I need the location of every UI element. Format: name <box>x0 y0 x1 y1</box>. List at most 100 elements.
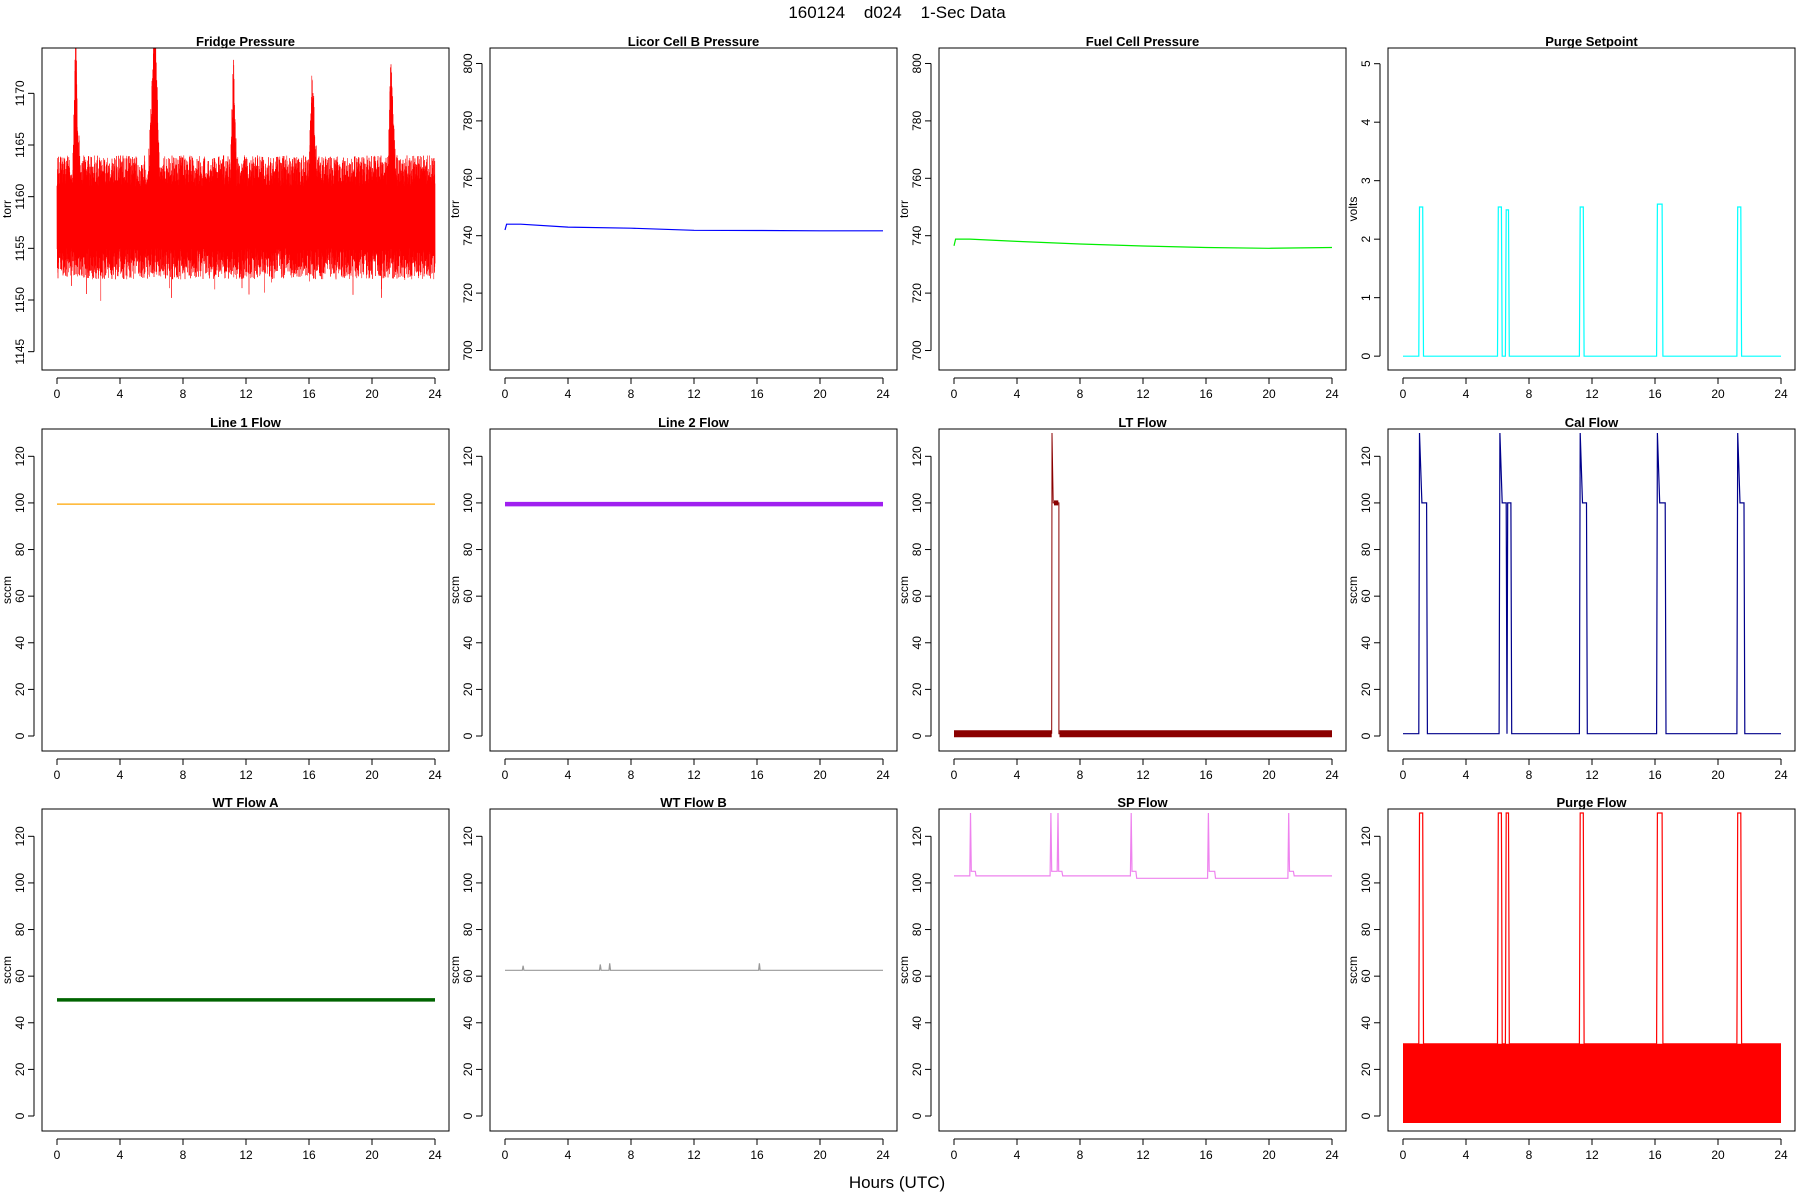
y-tick-label: 740 <box>461 225 475 245</box>
y-tick-label: 60 <box>1359 589 1373 603</box>
data-band <box>1403 1043 1781 1123</box>
x-tick-label: 8 <box>180 387 187 401</box>
data-series-1 <box>504 223 883 232</box>
plot-frame <box>41 47 450 371</box>
y-tick-label: 20 <box>1359 682 1373 696</box>
panel-12: Purge Flow 0 4 8 12 16 20 24 0 20 40 60 80 100 120 sccm <box>1346 795 1796 1162</box>
y-tick-label: 20 <box>461 682 475 696</box>
y-axis-label: sccm <box>897 956 911 984</box>
y-axis: 0 20 40 60 80 100 120 sccm <box>897 826 932 1119</box>
panel-9: WT Flow A 0 4 8 12 16 20 24 0 20 40 60 80 100 120 sccm <box>0 795 450 1162</box>
y-tick-label: 0 <box>13 732 27 739</box>
y-tick-label: 0 <box>461 732 475 739</box>
y-tick-label: 60 <box>1359 969 1373 983</box>
x-tick-label: 20 <box>1262 768 1276 782</box>
plot-frame <box>938 428 1347 752</box>
y-axis-label: sccm <box>0 576 14 604</box>
y-tick-label: 1170 <box>13 80 27 106</box>
x-tick-label: 12 <box>1136 768 1150 782</box>
x-tick-label: 4 <box>117 1148 124 1162</box>
y-tick-label: 120 <box>461 826 475 846</box>
panel-8: Cal Flow 0 4 8 12 16 20 24 0 20 40 60 80 100 120 sccm <box>1346 415 1796 782</box>
y-tick-label: 3 <box>1359 177 1373 184</box>
y-tick-label: 60 <box>461 589 475 603</box>
y-tick-label: 100 <box>1359 493 1373 513</box>
x-tick-label: 24 <box>428 387 442 401</box>
plot-frame <box>1387 47 1796 371</box>
panel-title: WT Flow B <box>660 795 726 810</box>
plot-area <box>1403 812 1781 1123</box>
x-tick-label: 0 <box>502 387 509 401</box>
x-tick-label: 16 <box>1648 1148 1662 1162</box>
y-tick-label: 80 <box>13 923 27 937</box>
y-axis-label: sccm <box>448 576 462 604</box>
plot-frame <box>41 808 450 1132</box>
panel-title: Licor Cell B Pressure <box>628 34 760 49</box>
data-series-1 <box>954 812 1332 879</box>
x-tick-label: 16 <box>1199 768 1213 782</box>
y-axis-label: sccm <box>0 956 14 984</box>
x-tick-label: 12 <box>687 1148 701 1162</box>
y-tick-label: 60 <box>461 969 475 983</box>
x-tick-label: 12 <box>239 387 253 401</box>
x-tick-label: 16 <box>302 1148 316 1162</box>
y-tick-label: 120 <box>13 826 27 846</box>
x-axis: 0 4 8 12 16 20 24 <box>951 758 1339 782</box>
x-tick-label: 0 <box>951 768 958 782</box>
x-tick-label: 16 <box>1648 387 1662 401</box>
x-tick-label: 12 <box>239 768 253 782</box>
y-tick-label: 100 <box>910 493 924 513</box>
panel-title: Cal Flow <box>1565 415 1619 430</box>
y-axis: 0 20 40 60 80 100 120 sccm <box>0 446 35 739</box>
plot-frame <box>489 428 898 752</box>
y-tick-label: 80 <box>910 543 924 557</box>
x-tick-label: 0 <box>54 387 61 401</box>
y-tick-label: 0 <box>461 1112 475 1119</box>
y-tick-label: 120 <box>13 446 27 466</box>
x-tick-label: 16 <box>750 1148 764 1162</box>
data-series-1 <box>953 238 1333 249</box>
x-tick-label: 0 <box>1400 387 1407 401</box>
y-tick-label: 40 <box>13 636 27 650</box>
y-tick-label: 700 <box>461 340 475 360</box>
x-tick-label: 4 <box>1014 1148 1021 1162</box>
x-tick-label: 24 <box>876 1148 890 1162</box>
x-tick-label: 24 <box>876 768 890 782</box>
x-tick-label: 20 <box>365 387 379 401</box>
plot-frame <box>41 428 450 752</box>
x-tick-label: 4 <box>117 387 124 401</box>
x-tick-label: 16 <box>302 768 316 782</box>
x-axis: 0 4 8 12 16 20 24 <box>502 758 890 782</box>
y-axis-label: sccm <box>1346 576 1360 604</box>
x-tick-label: 4 <box>565 387 572 401</box>
x-tick-label: 20 <box>813 1148 827 1162</box>
y-tick-label: 100 <box>1359 873 1373 893</box>
x-tick-label: 24 <box>1774 1148 1788 1162</box>
y-tick-label: 1 <box>1359 294 1373 301</box>
y-axis: 0 20 40 60 80 100 120 sccm <box>0 826 35 1119</box>
x-tick-label: 12 <box>239 1148 253 1162</box>
x-tick-label: 0 <box>502 768 509 782</box>
y-tick-label: 780 <box>910 111 924 131</box>
y-axis: 1145 1150 1155 1160 1165 1170 torr <box>0 80 35 365</box>
plot-area <box>56 48 436 301</box>
x-tick-label: 0 <box>54 1148 61 1162</box>
x-tick-label: 8 <box>1526 768 1533 782</box>
data-series-1 <box>57 62 435 218</box>
panel-title: Line 2 Flow <box>658 415 730 430</box>
data-series-1 <box>505 963 883 971</box>
x-tick-label: 12 <box>1136 387 1150 401</box>
y-tick-label: 100 <box>910 873 924 893</box>
x-axis: 0 4 8 12 16 20 24 <box>1400 758 1788 782</box>
plot-frame <box>489 808 898 1132</box>
figure-title: 160124 d024 1-Sec Data <box>788 3 1006 22</box>
plot-frame <box>489 47 898 371</box>
plot-area <box>504 223 883 232</box>
y-tick-label: 100 <box>461 493 475 513</box>
y-tick-label: 80 <box>910 923 924 937</box>
data-series-1 <box>1403 432 1781 735</box>
y-tick-label: 1155 <box>13 235 27 261</box>
figure-xlabel: Hours (UTC) <box>849 1173 945 1192</box>
plot-area <box>1403 432 1781 735</box>
